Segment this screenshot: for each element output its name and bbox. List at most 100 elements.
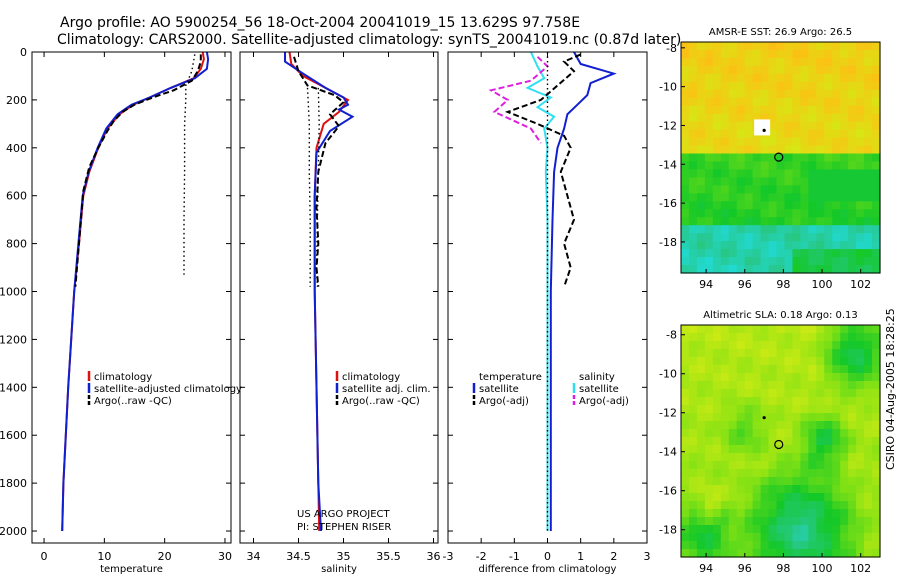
sst_map-cell: [848, 65, 857, 75]
sla_map-cell: [744, 509, 754, 518]
sst_map-cell: [824, 265, 833, 274]
sla_map-cell: [816, 445, 825, 454]
sst_map-cell: [736, 105, 746, 115]
sst_map-cell: [681, 169, 690, 179]
sst_map-cell: [744, 201, 754, 210]
sla_map-cell: [760, 333, 770, 342]
sla_map-cell: [784, 453, 794, 462]
sla_map-cell: [848, 341, 857, 350]
sst_map-cell: [768, 113, 778, 123]
sla_map-cell: [816, 357, 825, 366]
sst_map-cell: [712, 233, 722, 242]
sla_map-cell: [768, 445, 778, 454]
sst_map-cell: [681, 105, 690, 115]
sst_map-cell: [688, 169, 698, 179]
sla_map-cell: [808, 437, 817, 446]
sst_map-cell: [712, 153, 722, 163]
sst_map-cell: [824, 121, 833, 131]
sla_map-cell: [776, 517, 786, 526]
sla_map-cell: [744, 541, 754, 550]
sla_map-cell: [688, 333, 698, 342]
sst_map-cell: [728, 153, 738, 163]
sla_map-cell: [744, 389, 754, 398]
sla_map-cell: [744, 461, 754, 470]
temperature-frame: [31, 51, 232, 544]
sst_map-cell: [864, 113, 873, 123]
sst_map-cell: [744, 81, 754, 91]
sla_map-cell: [864, 445, 873, 454]
sst_map-cell: [736, 169, 746, 179]
sla_map-cell: [792, 477, 801, 486]
sst_map-cell: [856, 185, 865, 194]
sla_map-cell: [688, 453, 698, 462]
sst_map-cell: [840, 97, 849, 107]
sla_map-cell: [816, 485, 825, 494]
sla_map-cell: [681, 509, 690, 518]
sst_map-cell: [832, 129, 841, 139]
sla_map-cell: [848, 549, 857, 558]
sst_map-cell: [840, 129, 849, 139]
sla_map-cell: [832, 549, 841, 558]
sla_map-cell: [736, 389, 746, 398]
sla_map-cell: [760, 365, 770, 374]
sst_map-cell: [872, 257, 881, 266]
sla_map-cell: [792, 413, 801, 422]
sla_map-cell: [752, 541, 762, 550]
sst_map-cell: [720, 113, 730, 123]
sla_map-cell: [752, 517, 762, 526]
sst_map-cell: [752, 42, 762, 51]
sla_map-cell: [864, 349, 873, 358]
sst_map-cell: [728, 241, 738, 250]
sst_map-cell: [800, 105, 809, 115]
sla_map-cell: [752, 373, 762, 382]
sla_map-cell: [840, 453, 849, 462]
sla_map-cell: [681, 549, 690, 558]
sst_map-cell: [816, 65, 825, 75]
sla_map-cell: [681, 381, 690, 390]
sla_map-cell: [704, 429, 714, 438]
sst_map-cell: [760, 193, 770, 202]
sst_map-cell: [760, 265, 770, 274]
sla_map-cell: [696, 525, 706, 534]
sst_map-cell: [760, 249, 770, 258]
sla_map-cell: [768, 341, 778, 350]
sst_map-cell: [776, 57, 786, 67]
sla_map-cell: [720, 501, 730, 510]
sst_map-cell: [848, 249, 857, 258]
sla_map-cell: [800, 357, 809, 366]
temperature-ytick-label-3: 600: [6, 190, 27, 203]
sst_map-cell: [768, 73, 778, 83]
sst_map-cell: [832, 57, 841, 67]
sst_map-cell: [872, 137, 881, 147]
sst_map-cell: [728, 161, 738, 171]
sst_map-cell: [808, 89, 817, 99]
sst_map-cell: [704, 145, 714, 155]
sst_map-cell: [760, 42, 770, 51]
sla_map-cell: [704, 549, 714, 558]
sst_map-cell: [744, 145, 754, 155]
sst_map-cell: [768, 65, 778, 75]
sla_map-cell: [720, 549, 730, 558]
sla_map-cell: [848, 365, 857, 374]
sst_map-cell: [864, 257, 873, 266]
sst_map-cell: [696, 225, 706, 234]
sla_map-cell: [792, 493, 801, 502]
sla_map-cell: [784, 501, 794, 510]
sst_map-cell: [681, 89, 690, 99]
sla_map-cell: [840, 549, 849, 558]
sst_map-cell: [696, 105, 706, 115]
sla_map-cell: [792, 541, 801, 550]
sla_map-cell: [760, 517, 770, 526]
sst_map-cell: [728, 129, 738, 139]
sst_map-cell: [832, 137, 841, 147]
sst_map-cell: [872, 249, 881, 258]
sla_map-cell: [848, 373, 857, 382]
sst_map-cell: [744, 241, 754, 250]
sla_map-cell: [696, 477, 706, 486]
sla_map-cell: [760, 421, 770, 430]
sla_map-cell: [816, 509, 825, 518]
sla_map-cell: [872, 517, 881, 526]
difference-xtick-label-2: -1: [509, 550, 520, 563]
sla_map-cell: [720, 525, 730, 534]
sst_map-ytick-label-5: -18: [659, 236, 677, 249]
